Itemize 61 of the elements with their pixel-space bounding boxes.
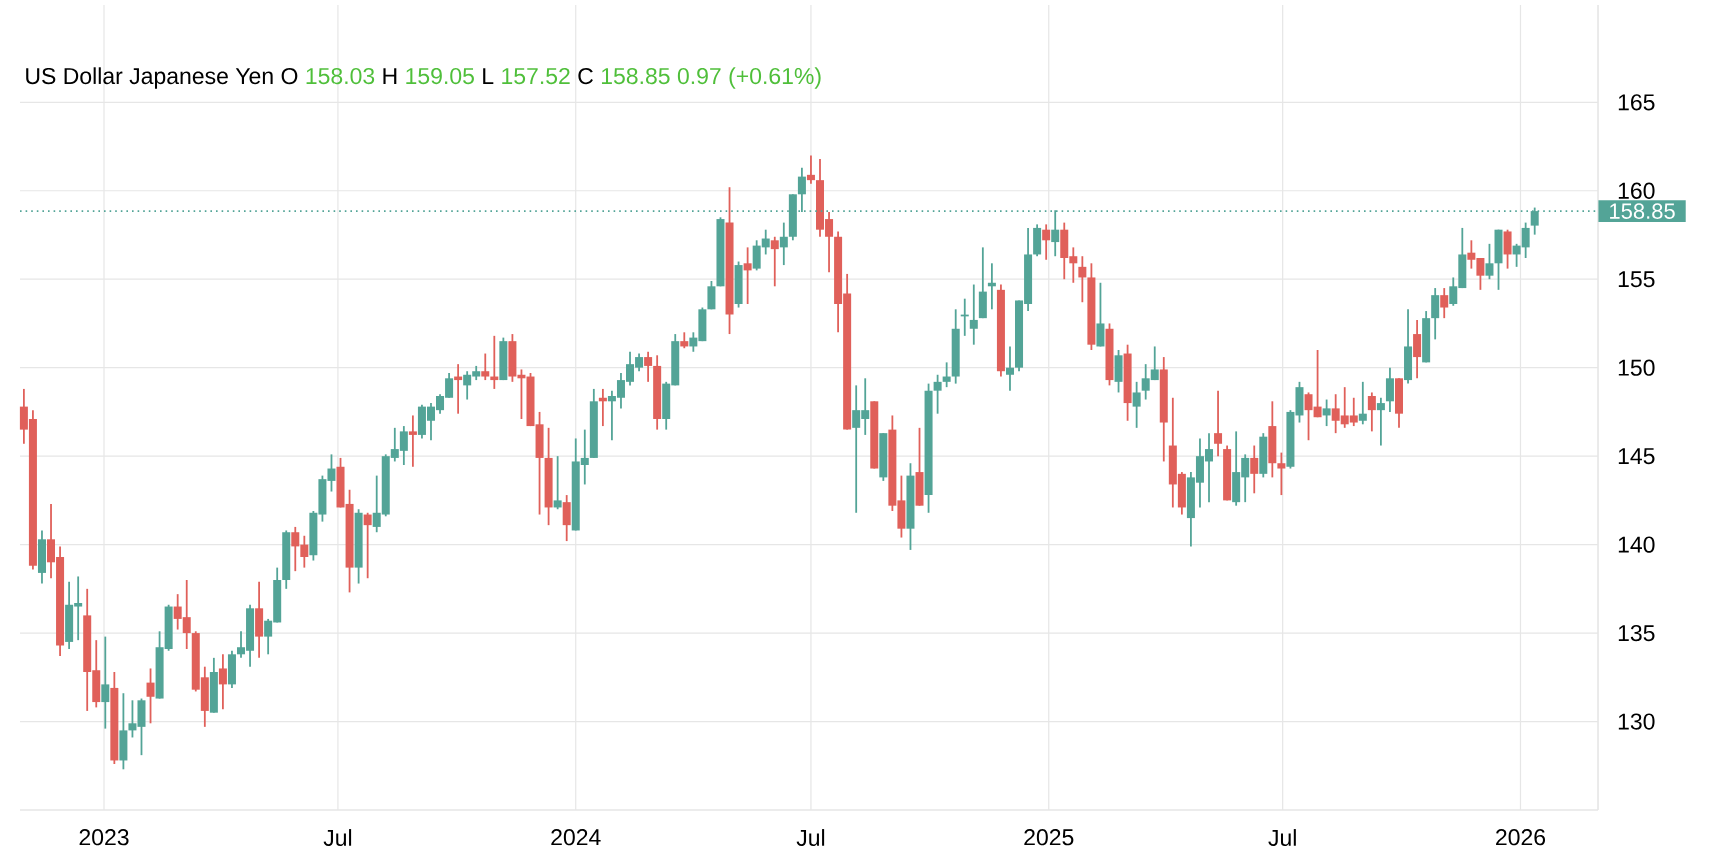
x-tick-label: Jul bbox=[796, 829, 825, 846]
annotation: 158.85 bbox=[601, 67, 670, 85]
candlestick bbox=[1214, 389, 1223, 458]
candlestick bbox=[1277, 451, 1286, 496]
candlestick bbox=[1376, 396, 1385, 447]
candlestick bbox=[1042, 223, 1051, 261]
candlestick bbox=[101, 635, 110, 730]
candlestick bbox=[146, 667, 155, 725]
y-tick-label: 165 bbox=[1618, 94, 1655, 111]
candlestick bbox=[779, 221, 788, 266]
annotation: L bbox=[483, 68, 494, 84]
candlestick bbox=[1367, 391, 1376, 433]
annotation: O bbox=[281, 67, 298, 85]
candlestick bbox=[707, 280, 716, 311]
text: US Dollar Japanese Yen bbox=[26, 67, 273, 89]
annotation: 158.03 bbox=[306, 67, 375, 85]
x-tick-label: 2025 bbox=[1024, 829, 1074, 846]
y-tick-label: 150 bbox=[1618, 359, 1655, 376]
y-tick-label: 160 bbox=[1618, 182, 1655, 199]
candlestick bbox=[942, 361, 951, 389]
annotation: 0.97 (+0.61%) bbox=[677, 67, 821, 89]
y-tick-label: 130 bbox=[1618, 713, 1655, 730]
ref-line-label: 158.85 bbox=[1610, 203, 1675, 219]
candlestick bbox=[408, 414, 417, 468]
annotation: 157.52 bbox=[502, 67, 570, 85]
candlestick bbox=[1385, 366, 1394, 413]
candlestick bbox=[969, 283, 978, 346]
annotation: C bbox=[578, 67, 593, 85]
x-tick-label: 2024 bbox=[551, 829, 601, 846]
x-tick-label: 2023 bbox=[79, 829, 129, 846]
candlestick bbox=[1250, 444, 1259, 495]
candlestick bbox=[1440, 287, 1449, 320]
y-tick-label: 155 bbox=[1618, 271, 1655, 288]
y-tick-label: 140 bbox=[1618, 536, 1655, 553]
y-tick-label: 145 bbox=[1618, 448, 1655, 465]
candlestick bbox=[933, 373, 942, 415]
candlestick bbox=[743, 246, 752, 305]
x-tick-label: Jul bbox=[1268, 829, 1296, 846]
annotation: 159.05 bbox=[406, 67, 474, 85]
candlestick bbox=[1358, 380, 1367, 426]
candlestick bbox=[1431, 287, 1440, 341]
candlestick bbox=[1503, 228, 1512, 270]
candlestick bbox=[1485, 242, 1494, 281]
candlestick bbox=[1132, 380, 1141, 429]
candlestick bbox=[644, 350, 653, 383]
candlestick bbox=[770, 235, 779, 288]
candlestick bbox=[1096, 281, 1105, 348]
candlestick bbox=[218, 653, 227, 711]
candlestick bbox=[1005, 345, 1014, 392]
candlestick bbox=[562, 494, 571, 542]
candlestick bbox=[806, 154, 815, 185]
candlestick bbox=[1078, 255, 1087, 304]
x-tick-label: Jul bbox=[323, 829, 352, 846]
y-tick-label: 135 bbox=[1618, 624, 1655, 642]
candlestick bbox=[481, 352, 490, 381]
candlestick bbox=[1413, 319, 1422, 380]
x-tick-label: 2026 bbox=[1496, 829, 1546, 846]
annotation: H bbox=[383, 68, 397, 84]
candlestick bbox=[553, 455, 562, 511]
candlestick bbox=[1322, 398, 1331, 427]
candlestick bbox=[363, 511, 372, 580]
